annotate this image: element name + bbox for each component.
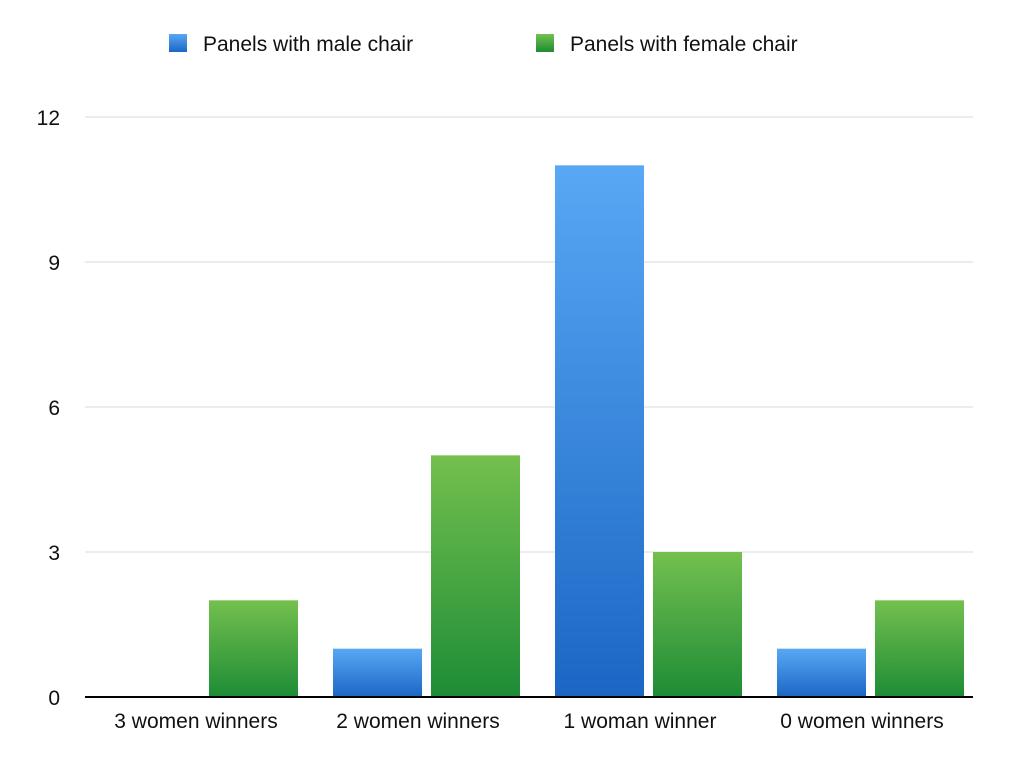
x-tick-label: 0 women winners xyxy=(780,710,943,733)
legend-swatch-0 xyxy=(169,34,187,52)
bar-1-2 xyxy=(653,552,742,697)
bar-0-3 xyxy=(777,648,866,697)
y-tick-label: 9 xyxy=(48,252,60,275)
legend-label-0: Panels with male chair xyxy=(203,33,413,56)
legend: Panels with male chair Panels with female… xyxy=(169,33,798,56)
gridlines xyxy=(85,116,973,553)
y-tick-label: 3 xyxy=(48,542,60,565)
bar-1-3 xyxy=(875,600,964,697)
x-tick-label: 1 woman winner xyxy=(564,710,717,733)
x-tick-label: 3 women winners xyxy=(114,710,277,733)
y-axis-ticks: 0 3 6 9 12 xyxy=(37,107,60,710)
y-tick-label: 12 xyxy=(37,107,60,130)
bar-0-1 xyxy=(333,648,422,697)
bars xyxy=(209,165,964,698)
x-axis-ticks: 3 women winners 2 women winners 1 woman wi… xyxy=(114,710,943,733)
legend-swatch-1 xyxy=(536,34,554,52)
x-tick-label: 2 women winners xyxy=(336,710,499,733)
bar-0-2 xyxy=(555,165,644,698)
y-tick-label: 6 xyxy=(48,397,60,420)
legend-label-1: Panels with female chair xyxy=(570,33,798,56)
bar-1-1 xyxy=(431,455,520,697)
y-tick-label: 0 xyxy=(48,687,60,710)
bar-1-0 xyxy=(209,600,298,697)
